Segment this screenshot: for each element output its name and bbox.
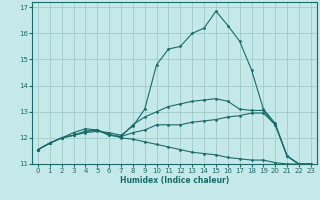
X-axis label: Humidex (Indice chaleur): Humidex (Indice chaleur) — [120, 176, 229, 185]
